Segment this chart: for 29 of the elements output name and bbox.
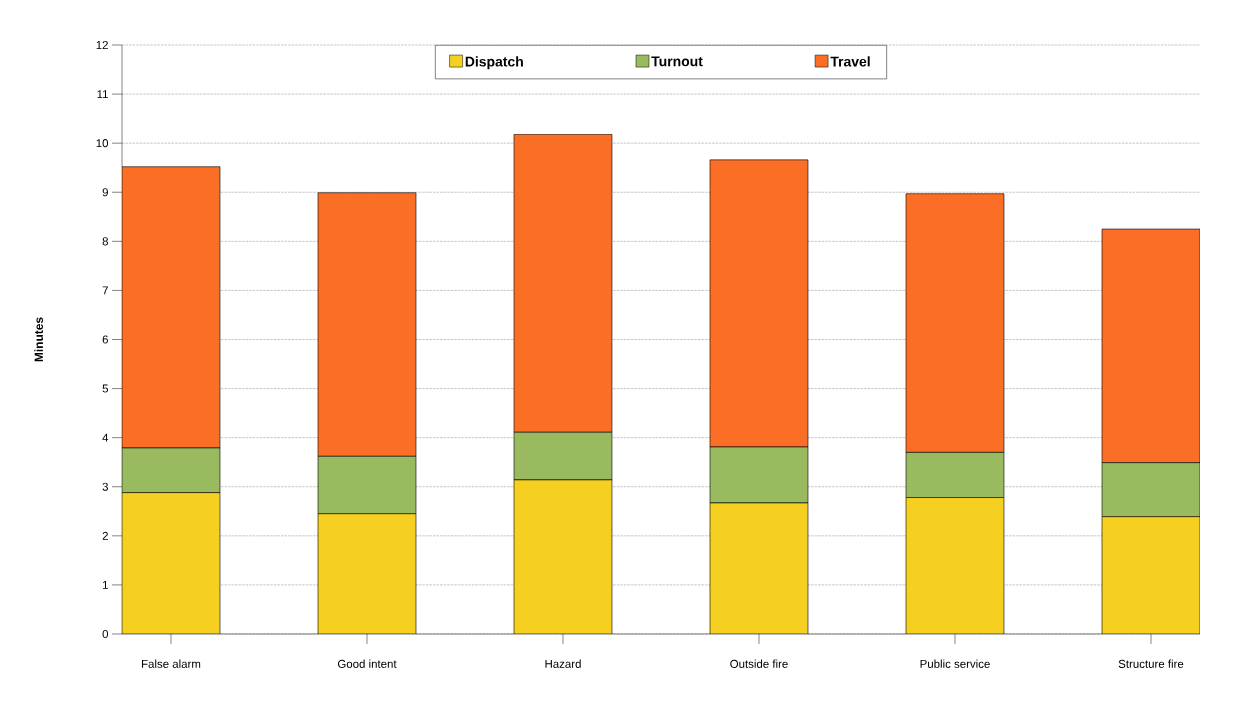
bar bbox=[709, 446, 809, 504]
y-tick-label: 4 bbox=[102, 433, 109, 442]
bar bbox=[122, 447, 221, 493]
bar bbox=[1101, 462, 1200, 517]
y-tick-label: 0 bbox=[102, 629, 109, 639]
x-tick-label: Hazard bbox=[545, 659, 581, 668]
x-tick-label: Public service bbox=[920, 659, 990, 668]
y-tick-label: 9 bbox=[102, 188, 108, 197]
y-axis-title: Minutes bbox=[34, 317, 44, 362]
legend-label: Travel bbox=[830, 56, 870, 67]
y-tick-label: 3 bbox=[102, 482, 108, 491]
x-tick-label: Outside fire bbox=[730, 659, 788, 668]
legend-label: Dispatch bbox=[465, 56, 523, 70]
bar bbox=[905, 452, 1005, 498]
x-tick-label: False alarm bbox=[142, 659, 201, 668]
y-tick-label: 10 bbox=[96, 139, 109, 148]
x-tick-label: Structure fire bbox=[1118, 659, 1184, 668]
legend-label: Turnout bbox=[651, 56, 703, 67]
y-tick-label: 1 bbox=[102, 580, 108, 589]
bar bbox=[317, 456, 417, 515]
y-tick-label: 6 bbox=[102, 335, 108, 344]
y-tick-label: 11 bbox=[97, 90, 108, 99]
y-tick-label: 5 bbox=[102, 384, 108, 393]
y-tick-label: 8 bbox=[102, 237, 108, 246]
y-tick-label: 2 bbox=[102, 531, 108, 540]
x-tick-label: Good intent bbox=[337, 659, 397, 668]
y-tick-label: 12 bbox=[96, 40, 108, 49]
bar bbox=[513, 431, 613, 481]
y-tick-label: 7 bbox=[102, 286, 108, 295]
